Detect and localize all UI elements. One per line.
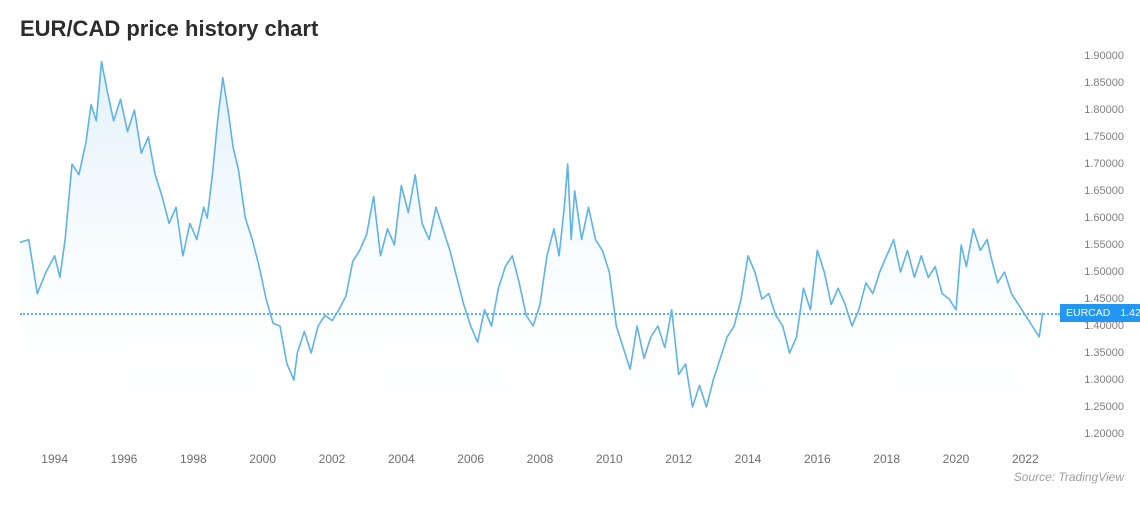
y-axis-tick: 1.80000	[1084, 104, 1124, 116]
chart-title: EUR/CAD price history chart	[20, 16, 1128, 42]
current-price-tag: EURCAD 1.42415	[1060, 304, 1140, 322]
y-axis-tick: 1.25000	[1084, 401, 1124, 413]
x-axis-tick: 2008	[527, 452, 554, 466]
y-axis-tick: 1.55000	[1084, 239, 1124, 251]
x-axis-tick: 2016	[804, 452, 831, 466]
x-axis: 1994 1996 1998 2000 2002 2004 2006 2008 2010 2012…	[20, 444, 1060, 476]
x-axis-tick: 2006	[457, 452, 484, 466]
x-axis-tick: 2022	[1012, 452, 1039, 466]
price-tag-symbol: EURCAD	[1066, 307, 1110, 319]
x-axis-tick: 1994	[41, 452, 68, 466]
source-attribution: Source: TradingView	[1014, 470, 1124, 484]
x-axis-tick: 2018	[873, 452, 900, 466]
x-axis-tick: 2014	[735, 452, 762, 466]
price-tag-value: 1.42415	[1120, 307, 1140, 319]
chart-container: EURCAD 1.42415 1.20000 1.25000 1.30000 1.35…	[20, 56, 1124, 476]
x-axis-tick: 1996	[111, 452, 138, 466]
y-axis-tick: 1.35000	[1084, 347, 1124, 359]
y-axis-tick: 1.20000	[1084, 428, 1124, 440]
x-axis-tick: 2012	[665, 452, 692, 466]
x-axis-tick: 2004	[388, 452, 415, 466]
y-axis-tick: 1.65000	[1084, 185, 1124, 197]
y-axis-tick: 1.60000	[1084, 212, 1124, 224]
x-axis-tick: 2002	[319, 452, 346, 466]
y-axis-tick: 1.30000	[1084, 374, 1124, 386]
y-axis-tick: 1.90000	[1084, 50, 1124, 62]
area-chart-svg	[20, 56, 1060, 434]
y-axis-tick: 1.85000	[1084, 77, 1124, 89]
y-axis-tick: 1.75000	[1084, 131, 1124, 143]
plot-area: EURCAD 1.42415	[20, 56, 1060, 434]
x-axis-tick: 2010	[596, 452, 623, 466]
x-axis-tick: 2020	[943, 452, 970, 466]
x-axis-tick: 1998	[180, 452, 207, 466]
y-axis-tick: 1.70000	[1084, 158, 1124, 170]
x-axis-tick: 2000	[249, 452, 276, 466]
y-axis-tick: 1.50000	[1084, 266, 1124, 278]
y-axis: 1.200001.250001.300001.350001.400001.450…	[1064, 56, 1124, 434]
